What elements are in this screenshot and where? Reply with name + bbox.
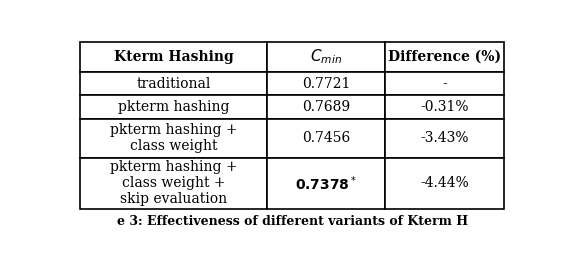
Bar [80,42,267,72]
Text: 0.7689: 0.7689 [302,100,350,114]
Text: pkterm hashing +
class weight: pkterm hashing + class weight [109,123,237,153]
Text: e 3: Effectiveness of different variants of Kterm H: e 3: Effectiveness of different variants… [116,215,468,228]
Text: Difference (%): Difference (%) [388,50,502,64]
Bar [267,72,385,95]
Text: 0.7721: 0.7721 [302,77,350,91]
Bar [385,158,504,209]
Bar [267,42,385,72]
Text: pkterm hashing: pkterm hashing [117,100,229,114]
Text: $\mathbf{0.7378}^*$: $\mathbf{0.7378}^*$ [295,174,357,192]
Text: Kterm Hashing: Kterm Hashing [113,50,233,64]
Text: -3.43%: -3.43% [421,131,469,145]
Bar [80,119,267,158]
Text: -: - [442,77,447,91]
Bar [80,72,267,95]
Bar [80,95,267,119]
Bar [385,42,504,72]
Text: $\mathit{C}_{min}$: $\mathit{C}_{min}$ [310,48,342,66]
Text: -4.44%: -4.44% [421,176,469,190]
Bar [80,158,267,209]
Bar [385,72,504,95]
Text: 0.7456: 0.7456 [302,131,350,145]
Bar [267,119,385,158]
Bar [267,158,385,209]
Text: traditional: traditional [136,77,210,91]
Text: pkterm hashing +
class weight +
skip evaluation: pkterm hashing + class weight + skip eva… [109,160,237,206]
Bar [385,119,504,158]
Text: -0.31%: -0.31% [421,100,469,114]
Bar [267,95,385,119]
Bar [385,95,504,119]
